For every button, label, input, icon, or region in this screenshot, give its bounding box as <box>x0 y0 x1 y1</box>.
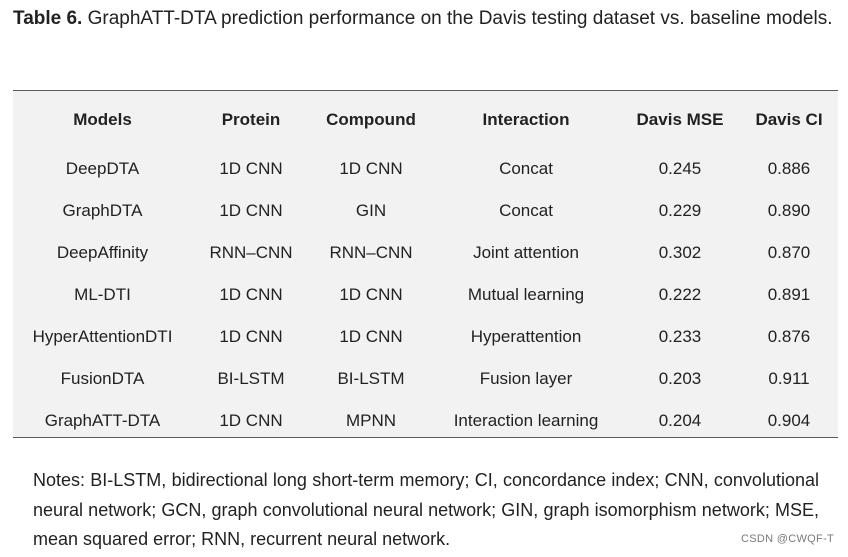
cell-compound: 1D CNN <box>339 285 403 304</box>
table-row: DeepDTA 1D CNN 1D CNN Concat 0.245 0.886 <box>13 148 838 190</box>
cell-davis-mse: 0.229 <box>658 201 702 220</box>
cell-compound: 1D CNN <box>339 159 403 178</box>
cell-compound: 1D CNN <box>339 327 403 346</box>
cell-davis-mse: 0.203 <box>658 369 702 388</box>
cell-interaction: Hyperattention <box>470 327 582 346</box>
results-table-panel: Models Protein Compound Interaction Davi… <box>13 90 838 438</box>
table-notes: Notes: BI-LSTM, bidirectional long short… <box>33 470 819 549</box>
cell-davis-mse: 0.245 <box>658 159 702 178</box>
table-row: ML-DTI 1D CNN 1D CNN Mutual learning 0.2… <box>13 274 838 316</box>
table-row: GraphDTA 1D CNN GIN Concat 0.229 0.890 <box>13 190 838 232</box>
cell-compound: RNN–CNN <box>329 243 413 262</box>
cell-protein: 1D CNN <box>219 201 283 220</box>
cell-davis-mse: 0.204 <box>658 411 702 430</box>
cell-davis-ci: 0.904 <box>767 411 811 430</box>
cell-interaction: Interaction learning <box>453 411 599 430</box>
header-interaction: Interaction <box>482 109 570 129</box>
cell-davis-mse: 0.233 <box>658 327 702 346</box>
cell-model: DeepDTA <box>65 159 140 178</box>
watermark: CSDN @CWQF-T <box>741 533 834 545</box>
cell-davis-ci: 0.911 <box>768 369 810 388</box>
cell-protein: 1D CNN <box>219 285 283 304</box>
cell-interaction: Mutual learning <box>467 285 585 304</box>
cell-davis-ci: 0.876 <box>767 327 811 346</box>
results-table: Models Protein Compound Interaction Davi… <box>13 91 838 442</box>
header-models: Models <box>73 109 132 129</box>
table-row: GraphATT-DTA 1D CNN MPNN Interaction lea… <box>13 400 838 442</box>
cell-interaction: Fusion layer <box>479 369 573 388</box>
caption-label: Table 6. <box>13 8 83 29</box>
header-protein: Protein <box>221 109 281 129</box>
table-header-row: Models Protein Compound Interaction Davi… <box>13 91 838 148</box>
cell-model: GraphDTA <box>62 201 143 220</box>
cell-compound: MPNN <box>345 411 397 430</box>
cell-interaction: Joint attention <box>473 243 579 262</box>
cell-protein: RNN–CNN <box>209 243 293 262</box>
cell-model: HyperAttentionDTI <box>32 327 173 346</box>
cell-compound: GIN <box>355 201 387 220</box>
table-row: HyperAttentionDTI 1D CNN 1D CNN Hyperatt… <box>13 316 838 358</box>
cell-davis-ci: 0.891 <box>767 285 811 304</box>
cell-davis-ci: 0.890 <box>767 201 811 220</box>
cell-davis-ci: 0.886 <box>767 159 811 178</box>
cell-interaction: Concat <box>499 201 553 220</box>
header-davis-ci: Davis CI <box>755 109 823 129</box>
header-davis-mse: Davis MSE <box>636 109 724 129</box>
cell-compound: BI-LSTM <box>337 369 405 388</box>
table-row: FusionDTA BI-LSTM BI-LSTM Fusion layer 0… <box>13 358 838 400</box>
cell-model: FusionDTA <box>60 369 145 388</box>
cell-davis-mse: 0.222 <box>658 285 702 304</box>
cell-model: GraphATT-DTA <box>44 411 161 430</box>
cell-protein: BI-LSTM <box>217 369 285 388</box>
cell-protein: 1D CNN <box>219 411 283 430</box>
cell-davis-ci: 0.870 <box>767 243 811 262</box>
cell-model: ML-DTI <box>74 285 131 304</box>
cell-interaction: Concat <box>499 159 553 178</box>
header-compound: Compound <box>326 109 416 129</box>
cell-model: DeepAffinity <box>56 243 149 262</box>
cell-protein: 1D CNN <box>219 327 283 346</box>
cell-protein: 1D CNN <box>219 159 283 178</box>
cell-davis-mse: 0.302 <box>658 243 702 262</box>
table-row: DeepAffinity RNN–CNN RNN–CNN Joint atten… <box>13 232 838 274</box>
caption-text: GraphATT-DTA prediction performance on t… <box>82 8 833 29</box>
table-caption: Table 6. GraphATT-DTA prediction perform… <box>13 4 835 33</box>
